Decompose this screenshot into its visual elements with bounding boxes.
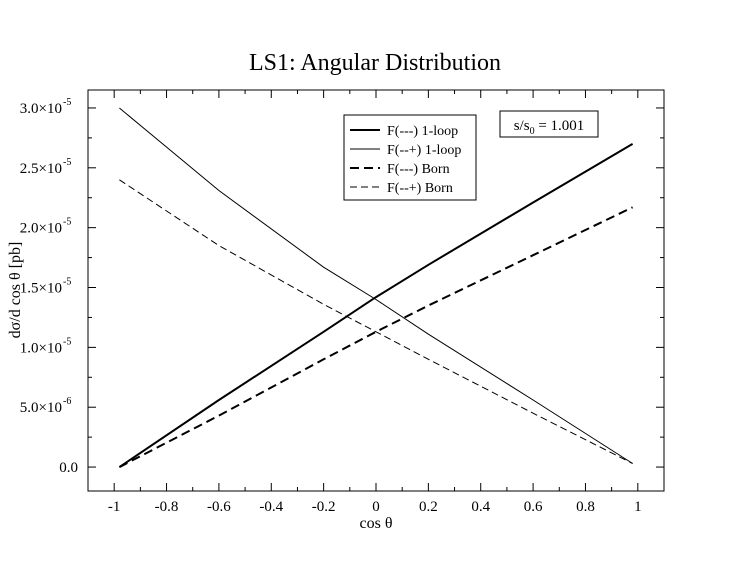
x-tick-label: -0.2: [312, 499, 336, 515]
annotation-box: s/s0 = 1.001: [499, 110, 599, 138]
y-tick-mantissa: 5.0×10: [20, 400, 62, 416]
y-tick-label: 5.0×10: [20, 400, 62, 416]
x-tick-label: -0.8: [155, 499, 179, 515]
y-tick-label: 1.5×10: [20, 281, 62, 297]
legend-label: F(--+) Born: [387, 181, 453, 196]
x-tick-label: -0.6: [207, 499, 231, 515]
x-tick-label: 0.8: [576, 499, 595, 515]
x-tick-label: 0: [372, 499, 380, 515]
y-tick-mantissa: 1.5×10: [20, 281, 62, 297]
chart-title: LS1: Angular Distribution: [249, 50, 501, 76]
y-tick-mantissa: 1.0×10: [20, 340, 62, 356]
annotation-base: s/s: [514, 118, 530, 134]
x-tick-label: 0.2: [419, 499, 438, 515]
y-tick-exponent: -5: [63, 217, 71, 228]
y-tick-mantissa: 2.5×10: [20, 161, 62, 177]
x-tick-label: -0.4: [259, 499, 283, 515]
y-tick-exponent: -5: [63, 277, 71, 288]
y-tick-label: 3.0×10: [20, 101, 62, 117]
series-group: [118, 107, 634, 468]
series-line-4: [119, 179, 633, 464]
legend-label: F(---) Born: [387, 162, 450, 177]
y-tick-mantissa: 0.0: [59, 460, 78, 476]
series-line-1: [118, 143, 634, 468]
x-tick-label: -1: [108, 499, 121, 515]
x-axis-ticks: -1 -0.8 -0.6 -0.4 -0.2 0 0.2 0.4 0.6 0.8 1: [108, 90, 642, 515]
y-tick-exponent: -5: [63, 157, 71, 168]
y-tick-label: 2.5×10: [20, 161, 62, 177]
y-tick-mantissa: 2.0×10: [20, 221, 62, 237]
annotation-text: s/s0 = 1.001: [514, 118, 585, 137]
y-tick-label: 1.0×10: [20, 340, 62, 356]
annotation-value: = 1.001: [535, 118, 585, 134]
y-tick-exponent: -6: [63, 396, 71, 407]
legend: F(---) 1-loop F(--+) 1-loop F(---) Born F(-…: [343, 114, 477, 201]
y-tick-exponent: -5: [63, 336, 71, 347]
y-tick-mantissa: 3.0×10: [20, 101, 62, 117]
annotation-frame: [499, 110, 599, 138]
x-tick-label: 1: [634, 499, 642, 515]
legend-label: F(--+) 1-loop: [387, 143, 461, 158]
x-tick-label: 0.4: [471, 499, 490, 515]
annotation-subscript: 0: [530, 126, 535, 137]
y-tick-label: 2.0×10: [20, 221, 62, 237]
y-tick-label: 0.0: [59, 460, 78, 476]
x-axis-label: cos θ: [360, 515, 393, 532]
legend-label: F(---) 1-loop: [387, 124, 458, 139]
series-line-2: [119, 107, 633, 464]
x-tick-label: 0.6: [524, 499, 543, 515]
y-axis-ticks: 0.05.0×10 -61.0×10 -51.5×10 -52.0×10 -52.5×1…: [20, 97, 664, 476]
y-axis-label: dσ/d cos θ [pb]: [7, 242, 24, 339]
series-line-3: [118, 206, 634, 468]
y-tick-exponent: -5: [63, 97, 71, 108]
